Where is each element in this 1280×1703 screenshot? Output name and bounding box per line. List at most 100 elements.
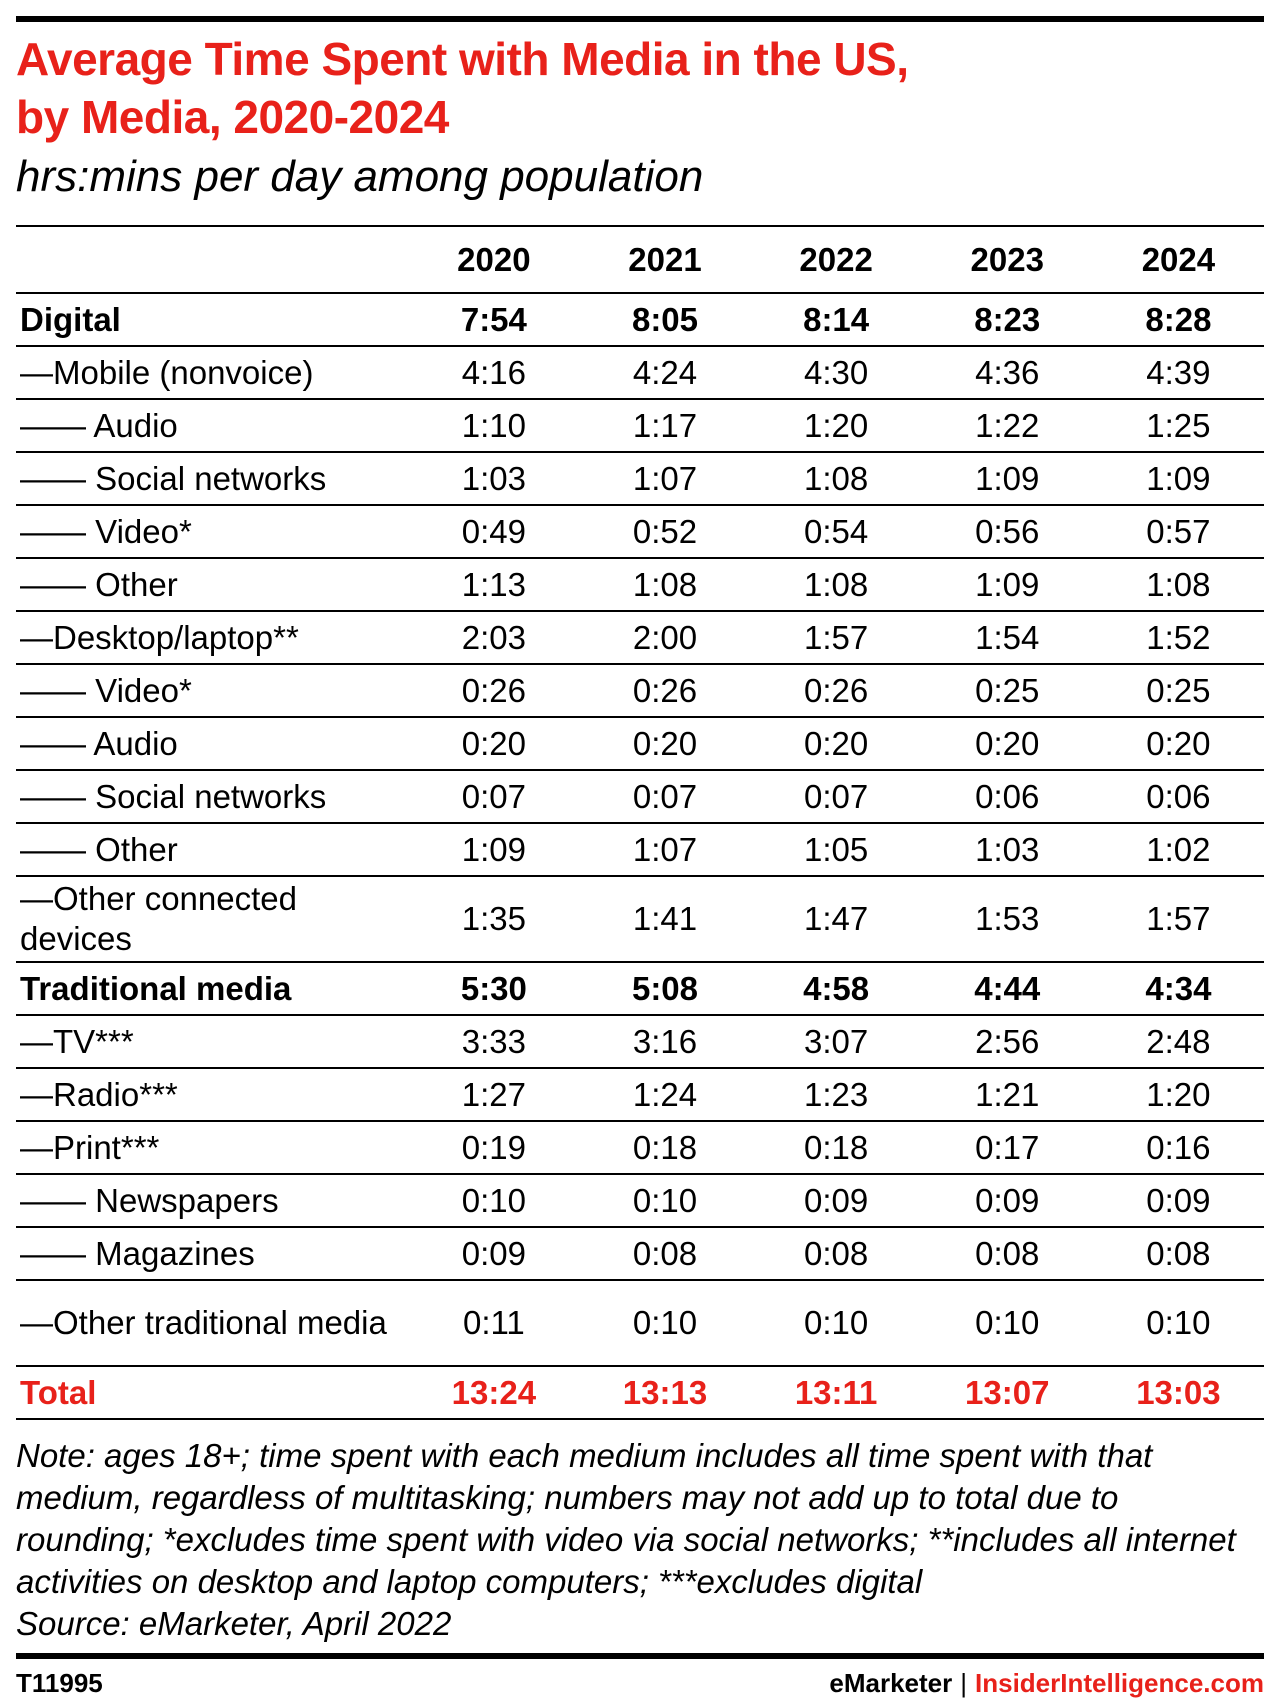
value-cell: 1:57 [1146, 900, 1211, 937]
table-row: Total 13:24 13:13 13:11 13:07 13:03 [16, 1366, 1264, 1419]
row-label: —— Magazines [20, 1234, 255, 1272]
row-label: Traditional media [20, 969, 292, 1007]
value-cell: 3:07 [804, 1022, 869, 1060]
row-label: —Desktop/laptop** [20, 618, 299, 656]
value-cell: 1:20 [804, 406, 869, 444]
row-label: —Other connected devices [20, 880, 297, 957]
value-cell: 0:19 [461, 1128, 526, 1166]
value-cell: 5:30 [460, 969, 527, 1007]
column-header-2021: 2021 [628, 240, 702, 278]
value-cell: 0:25 [975, 671, 1040, 709]
value-cell: 0:20 [975, 724, 1040, 762]
value-cell: 0:06 [1146, 777, 1211, 815]
value-cell: 1:08 [804, 565, 869, 603]
table-row: —Mobile (nonvoice) 4:16 4:24 4:30 4:36 4:39 [16, 346, 1264, 399]
table-row: —TV*** 3:33 3:16 3:07 2:56 2:48 [16, 1015, 1264, 1068]
chart-id: T11995 [16, 1668, 103, 1698]
value-cell: 0:08 [975, 1234, 1040, 1272]
value-cell: 1:02 [1146, 830, 1211, 868]
row-label: —— Other [20, 830, 178, 868]
row-label: Digital [20, 300, 121, 338]
brand-emarketer: eMarketer [829, 1668, 953, 1698]
value-cell: 0:09 [461, 1234, 526, 1272]
table-row: Digital 7:54 8:05 8:14 8:23 8:28 [16, 293, 1264, 346]
value-cell: 1:41 [632, 900, 698, 937]
value-cell: 0:07 [461, 777, 526, 815]
value-cell: 2:00 [632, 618, 698, 656]
value-cell: 0:10 [804, 1304, 869, 1341]
brand-footer: eMarketer | InsiderIntelligence.com [829, 1668, 1264, 1699]
column-header-2022: 2022 [799, 240, 873, 278]
row-label: —TV*** [20, 1022, 134, 1060]
table-row: —— Newspapers 0:10 0:10 0:09 0:09 0:09 [16, 1174, 1264, 1227]
value-cell: 1:54 [975, 618, 1040, 656]
value-cell: 4:39 [1146, 353, 1211, 391]
value-cell: 1:10 [461, 406, 526, 444]
value-cell: 0:20 [461, 724, 526, 762]
value-cell: 1:35 [461, 900, 526, 937]
value-cell: 8:14 [803, 300, 870, 338]
value-cell: 1:07 [632, 459, 698, 497]
value-cell: 0:20 [1146, 724, 1211, 762]
value-cell: 0:25 [1146, 671, 1211, 709]
value-cell: 4:58 [803, 969, 870, 1007]
value-cell: 0:06 [975, 777, 1040, 815]
table-row: —— Social networks 0:07 0:07 0:07 0:06 0:06 [16, 770, 1264, 823]
value-cell: 0:26 [461, 671, 526, 709]
row-label: —— Newspapers [20, 1181, 279, 1219]
value-cell: 1:53 [975, 900, 1040, 937]
row-label: —— Other [20, 565, 178, 603]
value-cell: 0:10 [632, 1304, 698, 1341]
row-label: —Mobile (nonvoice) [20, 353, 314, 391]
value-cell: 0:18 [804, 1128, 869, 1166]
value-cell: 0:09 [1146, 1181, 1211, 1219]
value-cell: 0:08 [632, 1234, 698, 1272]
column-header-2023: 2023 [970, 240, 1044, 278]
table-row: —— Video* 0:49 0:52 0:54 0:56 0:57 [16, 505, 1264, 558]
row-label: —Radio*** [20, 1075, 178, 1113]
column-header-2020: 2020 [457, 240, 531, 278]
chart-title: Average Time Spent with Media in the US,… [16, 30, 1264, 146]
value-cell: 0:18 [632, 1128, 698, 1166]
row-label: —— Video* [20, 512, 192, 550]
value-cell: 4:16 [461, 353, 526, 391]
row-label: —— Social networks [20, 777, 327, 815]
value-cell: 0:10 [1146, 1304, 1211, 1341]
value-cell: 1:20 [1146, 1075, 1211, 1113]
value-cell: 0:09 [975, 1181, 1040, 1219]
value-cell: 13:24 [451, 1373, 537, 1411]
value-cell: 1:09 [975, 459, 1040, 497]
table-header-row: 2020 2021 2022 2023 2024 [16, 226, 1264, 293]
row-label: —— Social networks [20, 459, 327, 497]
value-cell: 0:10 [975, 1304, 1040, 1341]
brand-separator: | [960, 1668, 968, 1698]
value-cell: 1:24 [632, 1075, 698, 1113]
value-cell: 2:03 [461, 618, 526, 656]
value-cell: 0:16 [1146, 1128, 1211, 1166]
value-cell: 0:09 [804, 1181, 869, 1219]
value-cell: 5:08 [631, 969, 699, 1007]
header-label-cell [16, 226, 408, 293]
value-cell: 4:24 [632, 353, 698, 391]
value-cell: 1:05 [804, 830, 869, 868]
value-cell: 1:52 [1146, 618, 1211, 656]
value-cell: 0:10 [632, 1181, 698, 1219]
value-cell: 0:07 [804, 777, 869, 815]
value-cell: 0:08 [804, 1234, 869, 1272]
value-cell: 1:17 [632, 406, 698, 444]
value-cell: 1:57 [804, 618, 869, 656]
value-cell: 0:57 [1146, 512, 1211, 550]
value-cell: 8:28 [1145, 300, 1212, 338]
note-text: Note: ages 18+; time spent with each med… [16, 1437, 1236, 1600]
value-cell: 3:33 [461, 1022, 526, 1060]
table-row: —— Magazines 0:09 0:08 0:08 0:08 0:08 [16, 1227, 1264, 1280]
value-cell: 0:11 [462, 1304, 525, 1341]
bottom-rule [16, 1653, 1264, 1659]
chart-subtitle: hrs:mins per day among population [16, 152, 704, 201]
value-cell: 7:54 [460, 300, 527, 338]
value-cell: 1:09 [1146, 459, 1211, 497]
table-row: —— Other 1:09 1:07 1:05 1:03 1:02 [16, 823, 1264, 876]
data-table-container: 2020 2021 2022 2023 2024 Digital 7:54 8:05 8:14… [16, 225, 1264, 1420]
footnote: Note: ages 18+; time spent with each med… [16, 1435, 1264, 1645]
value-cell: 2:56 [975, 1022, 1040, 1060]
